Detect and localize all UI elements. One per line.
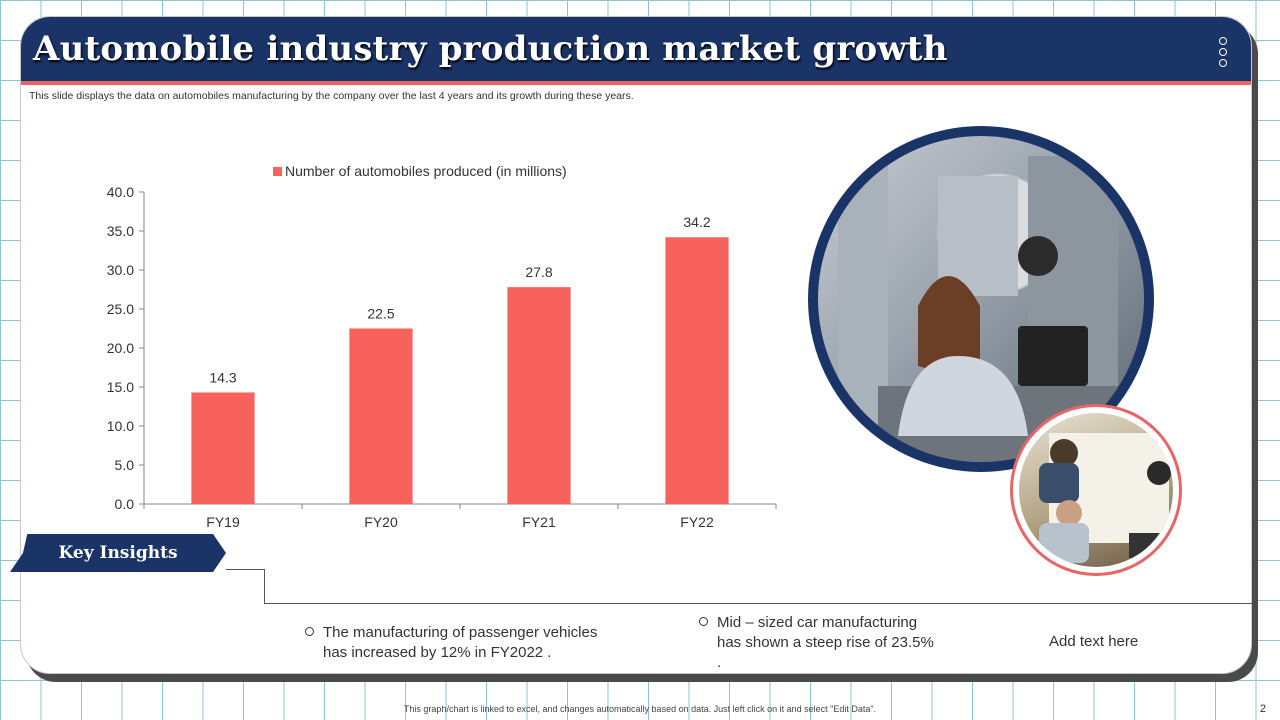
more-options-icon[interactable] <box>1219 37 1227 70</box>
y-tick-label: 0.0 <box>115 496 135 512</box>
insight-item-1: The manufacturing of passenger vehicles … <box>305 623 597 663</box>
divider <box>264 603 1252 604</box>
y-tick-label: 30.0 <box>107 262 134 278</box>
page-title: Automobile industry production market gr… <box>33 29 948 69</box>
y-tick-label: 20.0 <box>107 340 134 356</box>
data-label: 22.5 <box>367 306 394 322</box>
bullet-icon <box>699 617 708 626</box>
bar-fy21 <box>507 287 571 504</box>
y-tick-label: 40.0 <box>107 184 134 200</box>
x-tick-label: FY19 <box>206 514 240 530</box>
data-label: 34.2 <box>683 214 710 230</box>
insight-item-3: Add text here <box>1049 633 1139 650</box>
key-insights-tab: Key Insights <box>10 534 226 572</box>
page-number: 2 <box>1259 703 1266 715</box>
bar-chart[interactable]: Number of automobiles produced (in milli… <box>80 150 800 540</box>
y-tick-label: 15.0 <box>107 379 134 395</box>
divider <box>264 569 265 603</box>
y-tick-label: 25.0 <box>107 301 134 317</box>
y-tick-label: 10.0 <box>107 418 134 434</box>
data-label: 14.3 <box>209 369 236 385</box>
legend-swatch <box>273 167 282 176</box>
bar-fy22 <box>665 237 729 504</box>
divider <box>226 569 264 570</box>
bullet-icon <box>305 627 314 636</box>
bar-fy20 <box>349 328 413 504</box>
footer-note: This graph/chart is linked to excel, and… <box>403 704 877 714</box>
legend-label: Number of automobiles produced (in milli… <box>285 163 567 179</box>
x-tick-label: FY22 <box>680 514 714 530</box>
team-meeting-photo <box>1010 404 1182 576</box>
y-tick-label: 35.0 <box>107 223 134 239</box>
bar-fy19 <box>191 392 255 504</box>
page-subtitle: This slide displays the data on automobi… <box>29 90 634 102</box>
x-tick-label: FY20 <box>364 514 398 530</box>
x-tick-label: FY21 <box>522 514 556 530</box>
data-label: 27.8 <box>525 264 552 280</box>
header-bar: Automobile industry production market gr… <box>21 17 1251 85</box>
insight-item-2: Mid – sized car manufacturing has shown … <box>699 613 934 673</box>
y-tick-label: 5.0 <box>115 457 135 473</box>
